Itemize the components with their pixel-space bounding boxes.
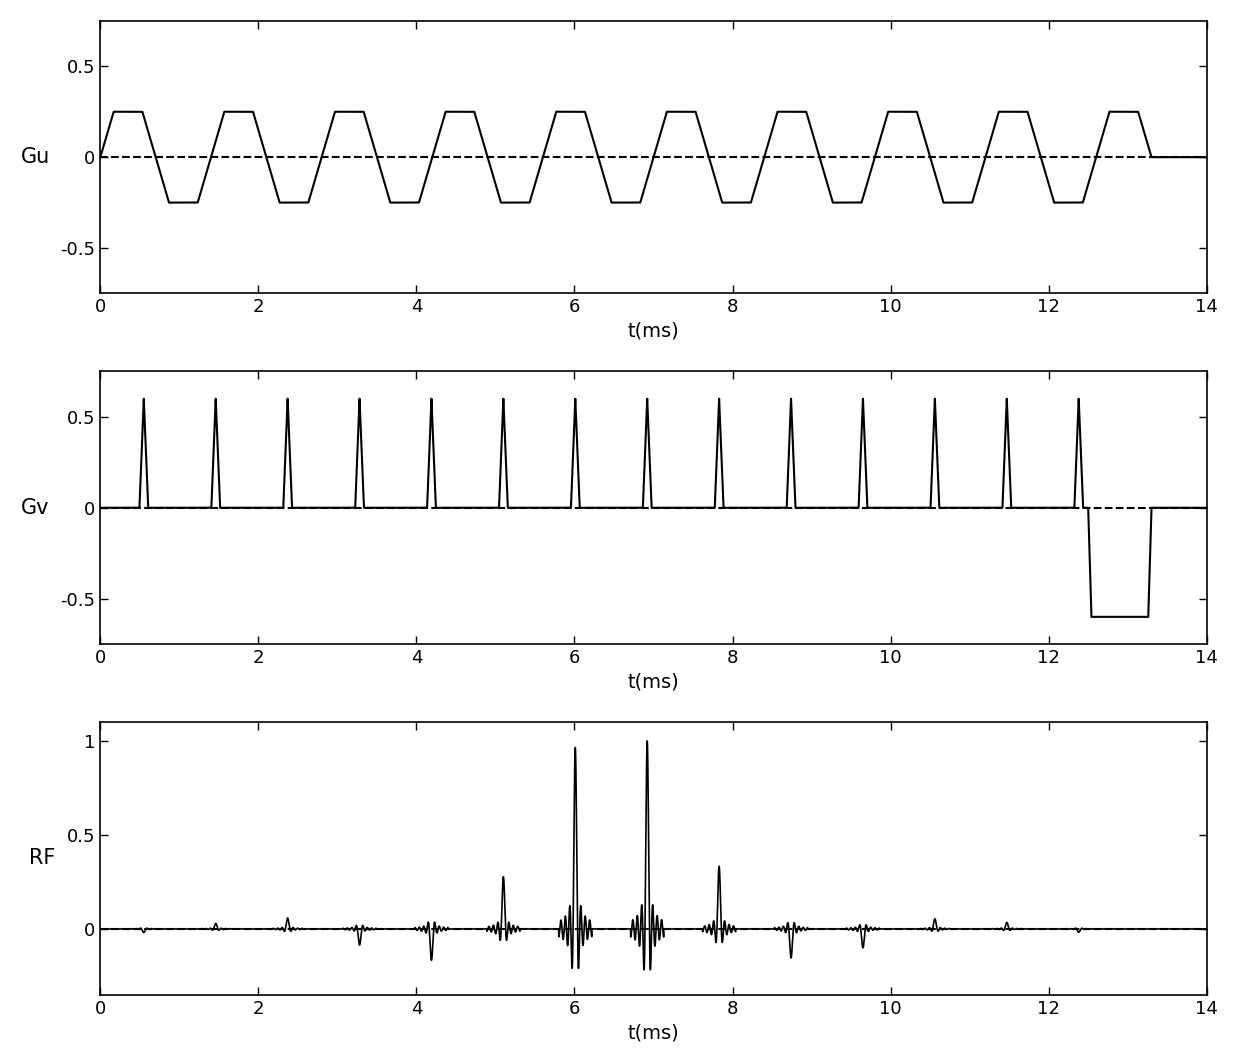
X-axis label: t(ms): t(ms)	[628, 673, 679, 692]
X-axis label: t(ms): t(ms)	[628, 1024, 679, 1042]
Y-axis label: Gu: Gu	[21, 147, 50, 167]
Y-axis label: Gv: Gv	[21, 497, 50, 518]
Y-axis label: RF: RF	[28, 848, 56, 868]
X-axis label: t(ms): t(ms)	[628, 322, 679, 341]
